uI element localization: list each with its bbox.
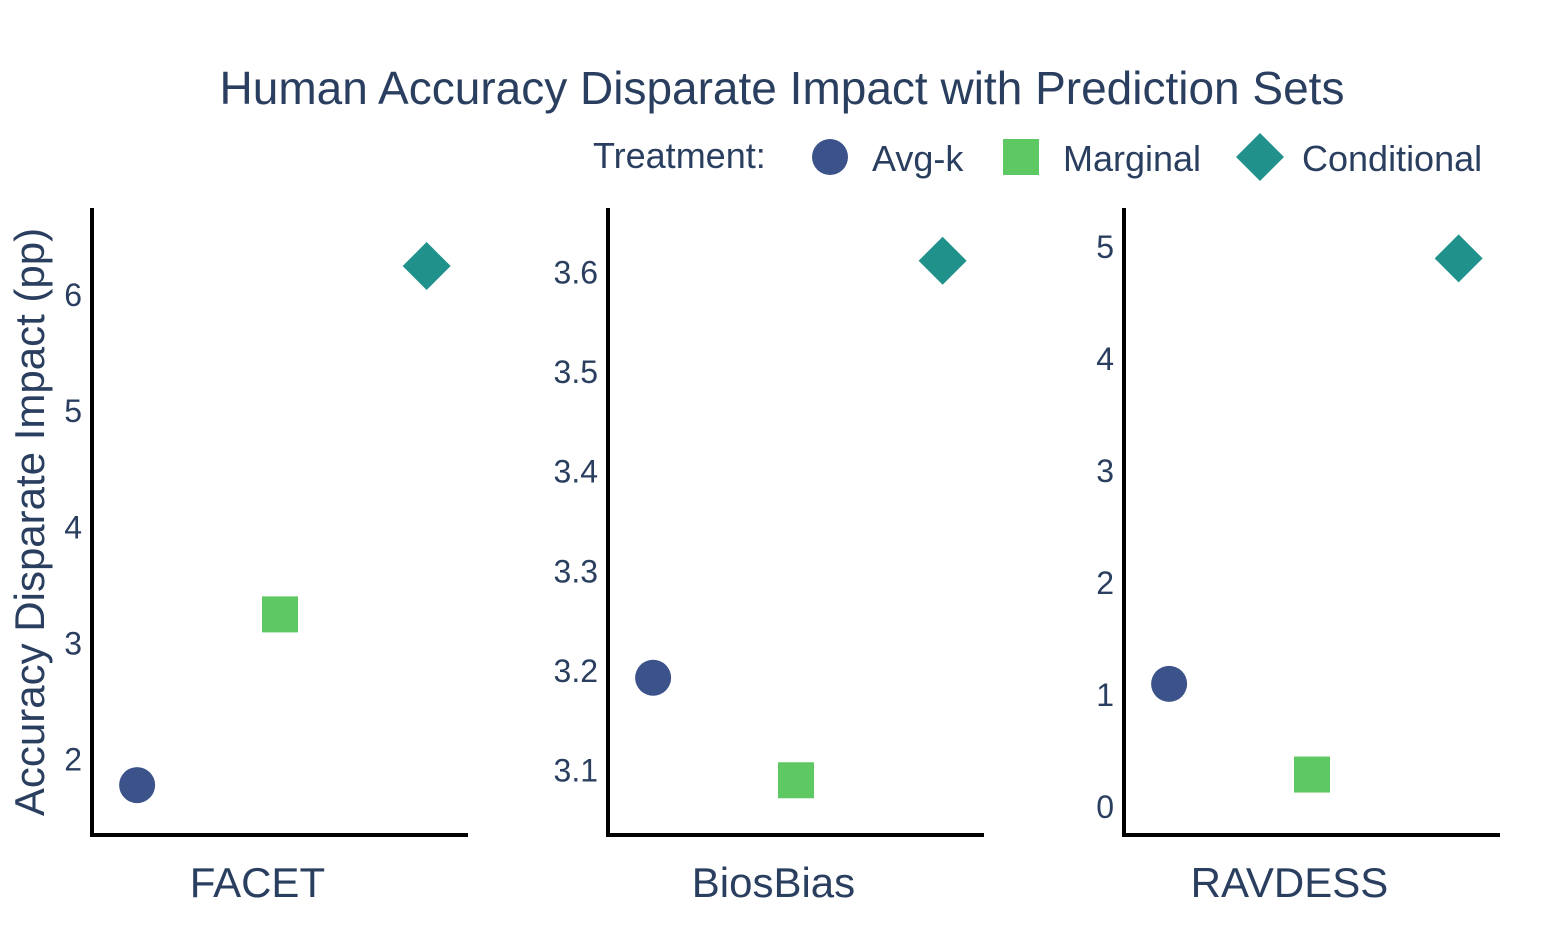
- point-ravdess-marginal: [1294, 756, 1330, 793]
- y-tick-label: 6: [64, 277, 82, 313]
- point-ravdess-conditional: [1434, 234, 1483, 283]
- y-tick-label: 3: [64, 625, 82, 661]
- y-tick-label: 4: [1096, 341, 1114, 377]
- y-tick-label: 0: [1096, 789, 1114, 825]
- legend-label-marginal: Marginal: [1063, 138, 1201, 179]
- y-tick-label: 5: [1096, 229, 1114, 265]
- legend-label-avg-k: Avg-k: [872, 138, 964, 179]
- point-facet-marginal: [262, 596, 298, 633]
- panel-facet: 2 3 4 5 6 FACET: [64, 208, 468, 906]
- x-axis-label-ravdess: RAVDESS: [1191, 859, 1389, 906]
- y-tick-label: 3.4: [554, 454, 598, 490]
- x-axis-label-biosbias: BiosBias: [692, 859, 855, 906]
- panel-ravdess: 0 1 2 3 4 5 RAVDESS: [1096, 208, 1500, 906]
- y-tick-label: 3.5: [554, 354, 598, 390]
- legend-item-avg-k: Avg-k: [812, 138, 964, 179]
- y-tick-label: 5: [64, 393, 82, 429]
- y-tick-label: 3.6: [554, 255, 598, 291]
- x-axis-label-facet: FACET: [190, 859, 325, 906]
- y-axis-label: Accuracy Disparate Impact (pp): [6, 228, 53, 816]
- legend-item-conditional: Conditional: [1236, 133, 1482, 181]
- point-facet-conditional: [402, 242, 451, 291]
- legend-marker-conditional: [1236, 133, 1284, 181]
- legend-marker-marginal: [1003, 139, 1039, 175]
- panel-biosbias: 3.1 3.2 3.3 3.4 3.5 3.6 BiosBias: [554, 208, 984, 906]
- point-biosbias-conditional: [918, 236, 967, 285]
- y-tick-label: 3: [1096, 453, 1114, 489]
- legend-marker-avg-k: [812, 139, 848, 175]
- y-tick-label: 2: [1096, 565, 1114, 601]
- y-tick-label: 4: [64, 509, 82, 545]
- y-tick-label: 2: [64, 742, 82, 778]
- legend-title: Treatment:: [593, 135, 766, 176]
- legend: Treatment: Avg-k Marginal Conditional: [593, 133, 1482, 181]
- y-tick-label: 1: [1096, 677, 1114, 713]
- chart-title: Human Accuracy Disparate Impact with Pre…: [220, 62, 1345, 114]
- point-biosbias-marginal: [778, 762, 814, 799]
- point-facet-avg-k: [119, 767, 156, 804]
- legend-item-marginal: Marginal: [1003, 138, 1201, 179]
- point-ravdess-avg-k: [1151, 665, 1188, 702]
- legend-label-conditional: Conditional: [1302, 138, 1482, 179]
- y-tick-label: 3.2: [554, 653, 598, 689]
- y-tick-label: 3.1: [554, 752, 598, 788]
- point-biosbias-avg-k: [635, 659, 672, 696]
- y-tick-label: 3.3: [554, 553, 598, 589]
